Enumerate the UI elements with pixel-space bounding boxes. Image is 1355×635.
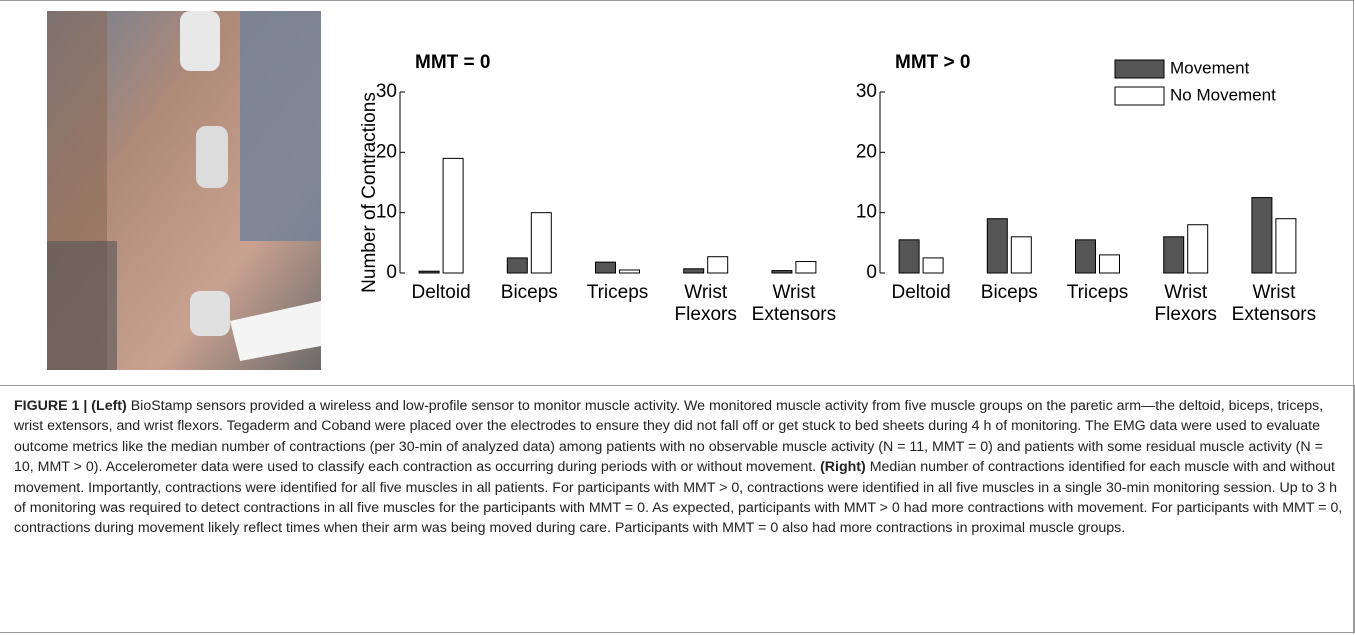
bar — [922, 257, 944, 274]
bar — [1251, 197, 1273, 274]
bar — [1275, 218, 1297, 274]
caption-label: FIGURE 1 | — [14, 398, 88, 414]
chart-title: MMT > 0 — [895, 52, 970, 73]
bar — [442, 157, 464, 274]
legend-label: Movement — [1170, 58, 1250, 77]
y-axis-label: Number of Contractions — [359, 92, 380, 293]
legend-swatch — [1114, 59, 1165, 79]
y-tick-label: 30 — [376, 81, 397, 102]
bar — [506, 257, 528, 274]
bar — [898, 239, 920, 274]
photo — [47, 11, 321, 370]
legend-label: No Movement — [1170, 85, 1276, 104]
x-tick-label: Triceps — [587, 282, 649, 303]
bar — [707, 256, 729, 274]
caption-left-label: (Left) — [91, 398, 127, 414]
x-tick-label: Wrist Extensors — [752, 282, 836, 325]
x-tick-label: Wrist Extensors — [1232, 282, 1316, 325]
x-tick-label: Deltoid — [412, 282, 471, 303]
figure-caption: FIGURE 1 | (Left) BioStamp sensors provi… — [0, 385, 1355, 633]
bar — [530, 212, 552, 274]
y-tick-label: 20 — [376, 141, 397, 162]
bar — [771, 270, 793, 274]
bar — [986, 218, 1008, 274]
y-tick-label: 20 — [856, 141, 877, 162]
bar — [795, 261, 817, 274]
x-tick-label: Triceps — [1067, 282, 1129, 303]
x-tick-label: Deltoid — [892, 282, 951, 303]
x-tick-label: Biceps — [981, 282, 1038, 303]
x-tick-label: Biceps — [501, 282, 558, 303]
chart-title: MMT = 0 — [415, 52, 490, 73]
bar — [683, 268, 705, 274]
legend-swatch — [1114, 86, 1165, 106]
y-tick-label: 0 — [866, 262, 877, 283]
bar — [595, 261, 616, 274]
bar — [1163, 236, 1185, 274]
bar — [1010, 236, 1032, 274]
x-tick-label: Wrist Flexors — [1155, 282, 1217, 325]
bar — [1099, 254, 1120, 274]
chart-panel: MMT = 0 Number of Contractions 0 10 20 30 Delt… — [47, 11, 1316, 370]
bar — [418, 270, 440, 274]
bar — [619, 269, 640, 274]
y-tick-label: 10 — [376, 202, 397, 223]
bar — [1075, 239, 1096, 274]
caption-right-text: Median number of contractions identified… — [14, 459, 1343, 537]
x-tick-label: Wrist Flexors — [675, 282, 737, 325]
caption-right-label: (Right) — [820, 459, 866, 476]
y-tick-label: 10 — [856, 202, 877, 223]
y-tick-label: 0 — [386, 262, 397, 283]
caption-left-text: BioStamp sensors provided a wireless and… — [14, 398, 1324, 476]
bar — [1187, 224, 1209, 274]
y-tick-label: 30 — [856, 81, 877, 102]
